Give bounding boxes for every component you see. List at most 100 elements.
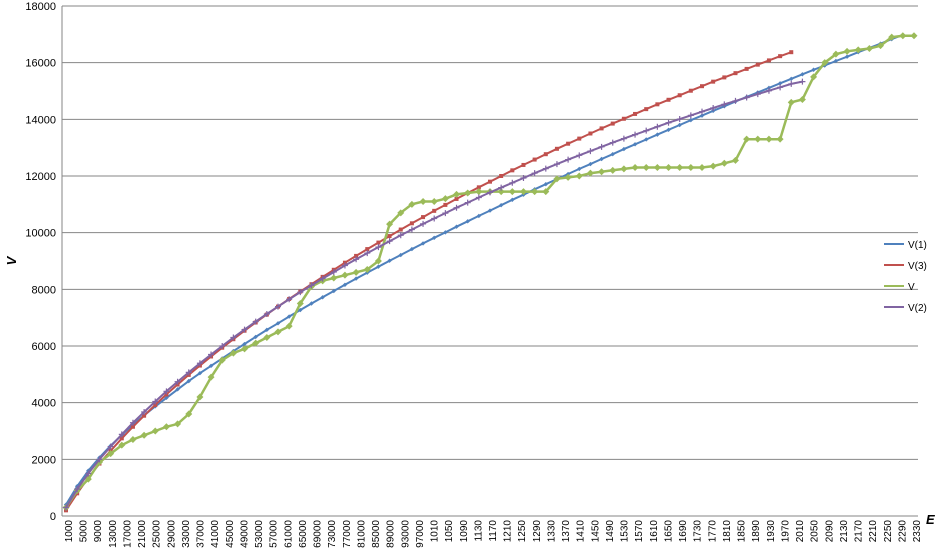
data-point (465, 219, 470, 224)
axes (61, 6, 918, 517)
y-tick-label: 6000 (32, 341, 56, 353)
x-tick-label: 9000 (93, 520, 104, 543)
data-point (586, 169, 594, 177)
data-point (620, 165, 628, 173)
data-point (519, 188, 527, 196)
data-point (354, 253, 359, 258)
x-tick-label: 1570 (634, 520, 645, 543)
data-point (543, 182, 548, 187)
x-tick-label: 1370 (561, 520, 572, 543)
data-point (464, 199, 471, 206)
data-point (799, 78, 806, 85)
data-point (242, 341, 247, 347)
y-tick-label: 18000 (25, 1, 56, 13)
x-tick-label: 61000 (283, 520, 294, 548)
data-point (386, 238, 393, 245)
data-point (642, 164, 650, 171)
data-point (163, 388, 170, 395)
data-point (777, 81, 783, 86)
data-point (498, 202, 504, 208)
data-point (609, 166, 617, 174)
data-point (420, 220, 427, 227)
data-point (508, 188, 516, 196)
data-point (655, 132, 660, 137)
data-point (85, 470, 92, 477)
data-point (565, 156, 572, 163)
data-point (286, 314, 292, 319)
data-point (398, 252, 403, 258)
x-tick-label: 1930 (766, 520, 777, 543)
data-point (252, 339, 260, 347)
data-point (687, 164, 695, 171)
x-tick-label: 1250 (517, 520, 528, 543)
data-point (129, 436, 137, 443)
data-point (554, 146, 559, 151)
data-point (788, 80, 795, 87)
data-point (542, 188, 550, 196)
x-tick-label: 1610 (649, 520, 660, 543)
series-line (65, 33, 904, 506)
x-tick-label: 2010 (795, 520, 806, 543)
legend-label: V(1) (908, 240, 927, 251)
data-point (387, 258, 392, 263)
x-tick-label: 1850 (737, 520, 748, 543)
data-point (353, 276, 359, 281)
data-point (219, 343, 226, 349)
data-point (454, 224, 459, 229)
data-point (309, 301, 314, 306)
data-point (755, 62, 760, 67)
data-point (185, 410, 193, 418)
data-point (531, 188, 539, 196)
x-tick-label: 21000 (137, 520, 148, 548)
data-point (787, 98, 795, 106)
data-point (162, 423, 170, 431)
data-point (498, 184, 505, 191)
x-tick-label: 1490 (605, 520, 616, 543)
data-point (910, 32, 918, 40)
data-point (129, 419, 136, 426)
y-tick-label: 12000 (25, 171, 56, 183)
data-point (409, 221, 414, 226)
data-point (610, 121, 615, 126)
data-point (644, 107, 649, 112)
data-point (352, 268, 360, 276)
data-point (174, 378, 181, 385)
series-3 (63, 78, 806, 511)
x-tick-label: 25000 (152, 520, 163, 548)
data-point (520, 174, 527, 181)
data-point (130, 424, 135, 429)
data-point (709, 162, 717, 170)
data-point (843, 47, 851, 55)
data-point (398, 227, 403, 232)
data-point (218, 356, 226, 364)
data-point (699, 108, 705, 115)
data-point (175, 387, 180, 392)
data-point (140, 431, 148, 439)
data-point (777, 84, 784, 91)
data-point (677, 93, 682, 98)
data-point (296, 300, 304, 307)
x-tick-label: 2250 (883, 520, 894, 543)
x-tick-label: 1730 (693, 520, 704, 543)
x-tick-label: 97000 (415, 520, 426, 548)
data-point (653, 164, 661, 171)
data-point (599, 156, 604, 162)
data-point (722, 75, 727, 80)
data-point (599, 126, 604, 131)
data-point (63, 504, 69, 511)
data-point (475, 188, 483, 196)
data-point (832, 50, 840, 58)
x-tick-label: 89000 (386, 520, 397, 548)
x-tick-label: 2130 (839, 520, 850, 543)
data-point (420, 241, 426, 246)
x-tick-label: 1770 (707, 520, 718, 543)
legend-item: V(1) (884, 240, 927, 251)
x-tick-label: 1170 (488, 520, 499, 542)
x-tick-label: 33000 (181, 520, 192, 548)
data-point (744, 66, 749, 71)
data-point (308, 282, 315, 289)
data-point (164, 395, 169, 401)
x-tick-label: 1970 (780, 520, 791, 543)
data-point (275, 321, 281, 326)
